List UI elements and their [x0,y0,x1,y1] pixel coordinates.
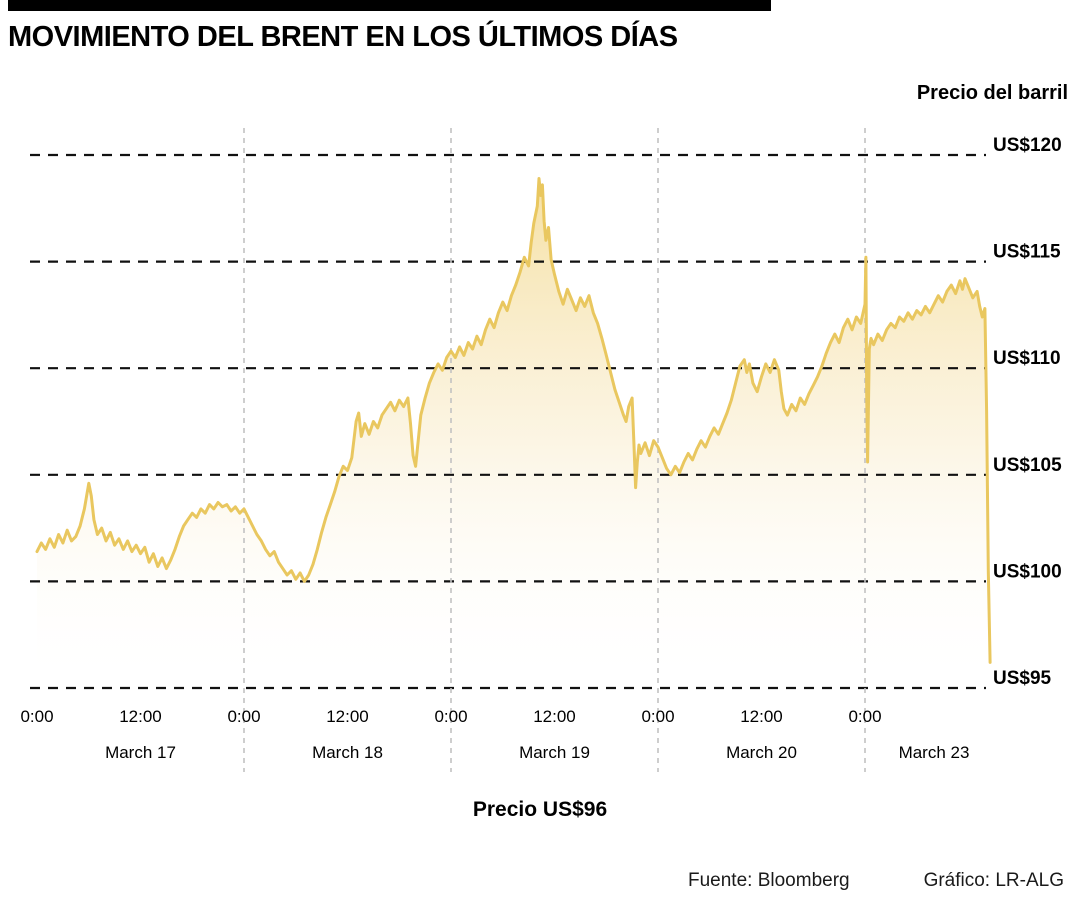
x-tick-label: 12:00 [326,707,369,726]
day-label: March 20 [726,743,797,762]
y-tick-label: US$105 [993,455,1062,476]
price-area [37,178,991,695]
x-tick-label: 0:00 [20,707,53,726]
y-tick-label: US$115 [993,242,1061,263]
day-label: March 18 [312,743,383,762]
price-line [35,177,992,664]
page-title: MOVIMIENTO DEL BRENT EN LOS ÚLTIMOS DÍAS [8,21,678,53]
day-label: March 17 [105,743,176,762]
x-tick-label: 0:00 [641,707,674,726]
title-accent-bar [8,0,771,11]
credit-label: Gráfico: LR-ALG [923,870,1064,891]
x-tick-label: 0:00 [434,707,467,726]
y-tick-label: US$110 [993,348,1061,369]
y-tick-label: US$120 [993,135,1062,156]
x-tick-label: 12:00 [740,707,783,726]
x-tick-label: 0:00 [227,707,260,726]
x-tick-label: 12:00 [533,707,576,726]
final-price-label: Precio US$96 [472,798,608,821]
day-label: March 23 [899,743,970,762]
source-label: Fuente: Bloomberg [688,870,850,891]
day-label: March 19 [519,743,590,762]
x-tick-label: 12:00 [119,707,162,726]
x-tick-label: 0:00 [848,707,881,726]
y-tick-label: US$100 [993,561,1062,582]
y-axis-title: Precio del barril [916,82,1068,104]
y-tick-label: US$95 [993,668,1052,689]
